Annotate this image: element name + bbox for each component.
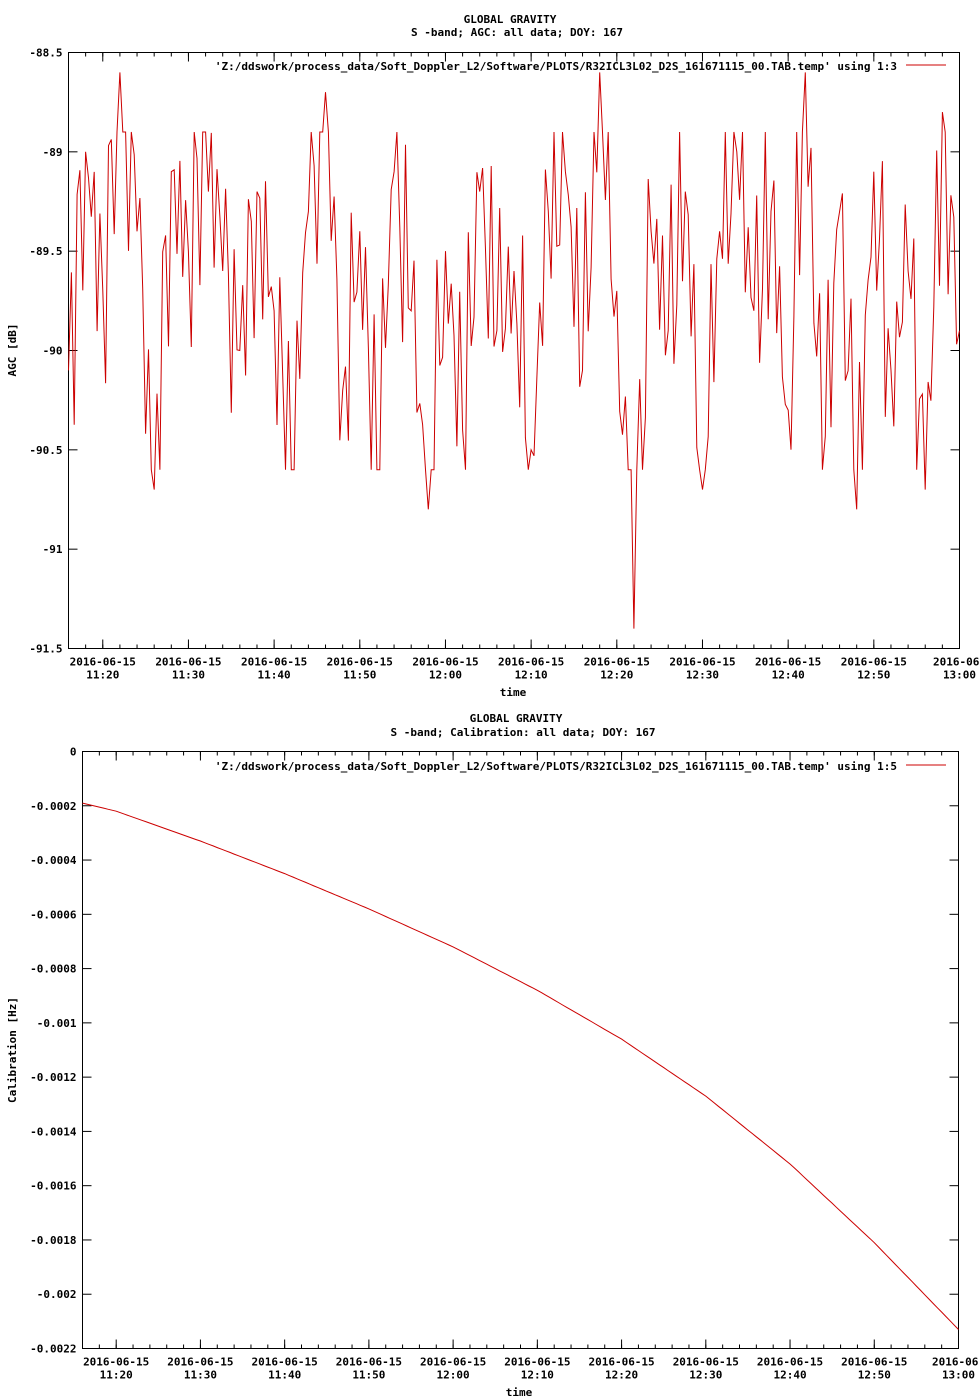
x-tick-time-label: 11:40 bbox=[268, 1369, 301, 1382]
x-tick-date-label: 2016-06-15 bbox=[673, 1356, 739, 1369]
x-tick-time-label: 11:50 bbox=[343, 669, 376, 682]
y-tick-label: -89.5 bbox=[29, 245, 62, 258]
y-tick-label: -0.001 bbox=[37, 1017, 77, 1030]
y-tick-label: -0.0016 bbox=[30, 1180, 77, 1193]
x-tick-time-label: 13:00 bbox=[943, 669, 976, 682]
agc-chart-title: GLOBAL GRAVITY bbox=[464, 13, 557, 26]
x-tick-time-label: 12:40 bbox=[773, 1369, 806, 1382]
x-tick-date-label: 2016-06-15 bbox=[584, 656, 650, 669]
x-tick-time-label: 12:50 bbox=[857, 669, 890, 682]
calibration-chart-title: GLOBAL GRAVITY bbox=[470, 712, 563, 725]
calibration-y-axis: 0 -0.0002 -0.0004 -0.0006 -0.0008 -0.001 -0.00… bbox=[30, 746, 959, 1356]
calibration-x-axis: 2016-06-1511:202016-06-1511:302016-06-15… bbox=[82, 751, 980, 1382]
x-tick-time-label: 12:30 bbox=[689, 1369, 722, 1382]
x-tick-date-label: 2016-06-15 bbox=[420, 1356, 486, 1369]
x-tick-date-label: 2016-06-15 bbox=[155, 656, 221, 669]
x-tick-date-label: 2016-06-15 bbox=[755, 656, 821, 669]
x-tick-date-label: 2016-06-15 bbox=[588, 1356, 654, 1369]
y-tick-label: -0.0022 bbox=[30, 1343, 76, 1356]
y-tick-label: -90.5 bbox=[29, 444, 62, 457]
agc-y-axis: -88.5 -89 -89.5 -90 -90.5 -91 -91.5 bbox=[29, 47, 960, 656]
x-tick-date-label: 2016-06-15 bbox=[252, 1356, 318, 1369]
y-tick-label: -0.0004 bbox=[30, 854, 77, 867]
y-tick-label: -0.0014 bbox=[30, 1125, 77, 1138]
y-tick-label: -91 bbox=[43, 543, 63, 556]
y-tick-label: -0.0012 bbox=[30, 1071, 76, 1084]
x-tick-time-label: 12:20 bbox=[600, 669, 633, 682]
x-tick-date-label: 2016-06-15 bbox=[70, 656, 136, 669]
x-tick-time-label: 12:00 bbox=[429, 669, 462, 682]
agc-series-line bbox=[68, 72, 960, 629]
agc-chart-subtitle: S -band; AGC: all data; DOY: 167 bbox=[411, 26, 623, 39]
calibration-chart: GLOBAL GRAVITY S -band; Calibration: all… bbox=[6, 712, 980, 1399]
calibration-x-axis-label: time bbox=[506, 1386, 533, 1399]
x-tick-date-label: 2016-06-15 bbox=[841, 656, 907, 669]
x-tick-date-label: 2016-06- bbox=[933, 656, 980, 669]
agc-x-axis: 2016-06-1511:202016-06-1511:302016-06-15… bbox=[68, 52, 980, 682]
x-tick-date-label: 2016-06-15 bbox=[241, 656, 307, 669]
calibration-legend-label: 'Z:/ddswork/process_data/Soft_Doppler_L2… bbox=[215, 760, 897, 773]
x-tick-time-label: 11:20 bbox=[100, 1369, 133, 1382]
x-tick-time-label: 12:10 bbox=[521, 1369, 554, 1382]
y-tick-label: -0.0006 bbox=[30, 908, 77, 921]
x-tick-date-label: 2016-06-15 bbox=[669, 656, 735, 669]
x-tick-time-label: 12:40 bbox=[772, 669, 805, 682]
agc-chart: GLOBAL GRAVITY S -band; AGC: all data; D… bbox=[6, 13, 980, 699]
calibration-chart-subtitle: S -band; Calibration: all data; DOY: 167 bbox=[391, 726, 656, 739]
x-tick-date-label: 2016-06-15 bbox=[504, 1356, 570, 1369]
y-tick-label: -89 bbox=[43, 146, 63, 159]
y-tick-label: -90 bbox=[43, 345, 63, 358]
calibration-series-line bbox=[82, 802, 959, 1330]
y-tick-label: -91.5 bbox=[29, 643, 62, 656]
agc-x-axis-label: time bbox=[500, 686, 527, 699]
x-tick-time-label: 11:20 bbox=[86, 669, 119, 682]
y-tick-label: -88.5 bbox=[29, 47, 62, 60]
x-tick-time-label: 11:30 bbox=[172, 669, 205, 682]
x-tick-date-label: 2016-06-15 bbox=[412, 656, 478, 669]
x-tick-time-label: 12:30 bbox=[686, 669, 719, 682]
x-tick-date-label: 2016-06-15 bbox=[83, 1356, 149, 1369]
x-tick-time-label: 12:20 bbox=[605, 1369, 638, 1382]
calibration-plot-frame bbox=[82, 751, 959, 1349]
x-tick-date-label: 2016-06-15 bbox=[498, 656, 564, 669]
x-tick-time-label: 11:50 bbox=[352, 1369, 385, 1382]
x-tick-time-label: 12:10 bbox=[515, 669, 548, 682]
x-tick-date-label: 2016-06-15 bbox=[327, 656, 393, 669]
x-tick-date-label: 2016-06-15 bbox=[841, 1356, 907, 1369]
agc-y-axis-label: AGC [dB] bbox=[6, 324, 19, 377]
y-tick-label: 0 bbox=[70, 746, 77, 759]
y-tick-label: -0.002 bbox=[37, 1288, 77, 1301]
x-tick-date-label: 2016-06-15 bbox=[336, 1356, 402, 1369]
x-tick-time-label: 13:00 bbox=[942, 1369, 975, 1382]
y-tick-label: -0.0008 bbox=[30, 963, 76, 976]
calibration-y-axis-label: Calibration [Hz] bbox=[6, 997, 19, 1103]
x-tick-time-label: 11:30 bbox=[184, 1369, 217, 1382]
x-tick-date-label: 2016-06-15 bbox=[757, 1356, 823, 1369]
x-tick-date-label: 2016-06- bbox=[932, 1356, 980, 1369]
y-tick-label: -0.0002 bbox=[30, 800, 76, 813]
x-tick-time-label: 12:50 bbox=[858, 1369, 891, 1382]
agc-legend-label: 'Z:/ddswork/process_data/Soft_Doppler_L2… bbox=[215, 60, 897, 73]
x-tick-time-label: 12:00 bbox=[437, 1369, 470, 1382]
x-tick-date-label: 2016-06-15 bbox=[167, 1356, 233, 1369]
x-tick-time-label: 11:40 bbox=[258, 669, 291, 682]
y-tick-label: -0.0018 bbox=[30, 1234, 76, 1247]
